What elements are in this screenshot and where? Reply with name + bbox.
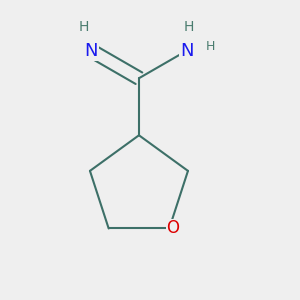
- Text: H: H: [184, 20, 194, 34]
- Text: N: N: [84, 42, 98, 60]
- Text: O: O: [167, 220, 179, 238]
- Text: H: H: [206, 40, 215, 53]
- Text: N: N: [180, 42, 194, 60]
- Text: H: H: [79, 20, 89, 34]
